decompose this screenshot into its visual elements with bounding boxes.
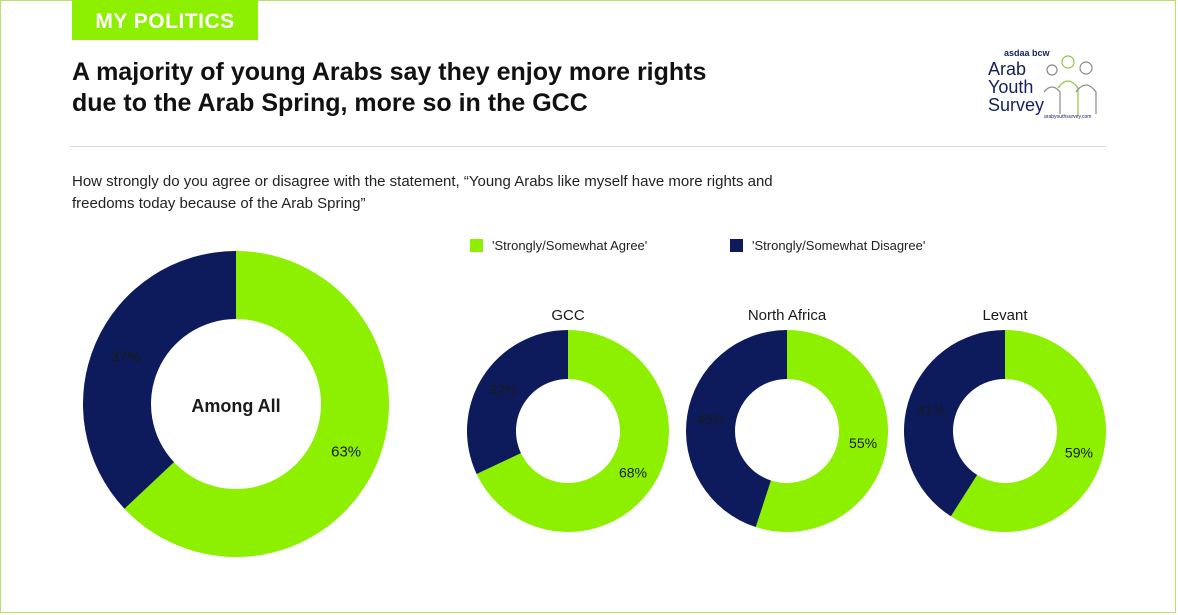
legend-item-agree: 'Strongly/Somewhat Agree' [470,238,647,253]
donut-2-slice-disagree [685,330,787,528]
legend-swatch-disagree [730,239,743,252]
logo-brand: asdaa bcw [1004,48,1050,58]
legend-item-disagree: 'Strongly/Somewhat Disagree' [730,238,925,253]
section-tag: MY POLITICS [72,0,258,40]
legend-label-agree: 'Strongly/Somewhat Agree' [492,238,648,253]
donut-1-data-label-agree: 68% [619,464,647,480]
donut-0-data-label-agree: 63% [331,444,361,461]
donut-2-title: North Africa [748,307,827,324]
logo-word-3: Survey [988,95,1045,115]
donut-0-slice-agree [124,251,389,557]
people-illustration-icon [1043,55,1097,116]
donut-2-slice-agree [755,330,888,532]
question-line-1: How strongly do you agree or disagree wi… [72,173,773,190]
donut-1-title: GCC [551,307,585,324]
donut-1-slice-agree [476,330,669,533]
logo-word-2: Youth [988,77,1034,97]
donut-1-slice-disagree [466,330,568,475]
page-title: A majority of young Arabs say they enjoy… [72,57,832,119]
survey-question: How strongly do you agree or disagree wi… [72,171,912,215]
donut-3-data-label-disagree: 41% [917,402,945,418]
donut-3-data-label-agree: 59% [1065,444,1093,460]
donut-3-slice-disagree [904,330,1005,517]
donut-0-data-label-disagree: 37% [111,348,141,365]
title-line-1: A majority of young Arabs say they enjoy… [72,58,707,86]
donut-0-slice-disagree [82,251,236,509]
donut-0-center-label: Among All [191,396,280,416]
legend-label-disagree: 'Strongly/Somewhat Disagree' [752,238,926,253]
logo-word-1: Arab [988,59,1027,79]
logo-site: arabyouthsurvey.com [1044,114,1092,120]
question-line-2: freedoms today because of the Arab Sprin… [72,195,366,212]
donut-3-title: Levant [982,307,1028,324]
donut-2-data-label-agree: 55% [849,435,877,451]
arab-youth-survey-logo: asdaa bcw Arab Youth Survey arabyouthsur… [982,48,1112,126]
legend-swatch-agree [470,239,483,252]
donut-2-data-label-disagree: 45% [697,411,725,427]
donut-1-data-label-disagree: 32% [489,382,517,398]
title-line-2: due to the Arab Spring, more so in the G… [72,89,588,117]
donut-3-slice-agree [950,330,1106,532]
divider [70,146,1106,147]
